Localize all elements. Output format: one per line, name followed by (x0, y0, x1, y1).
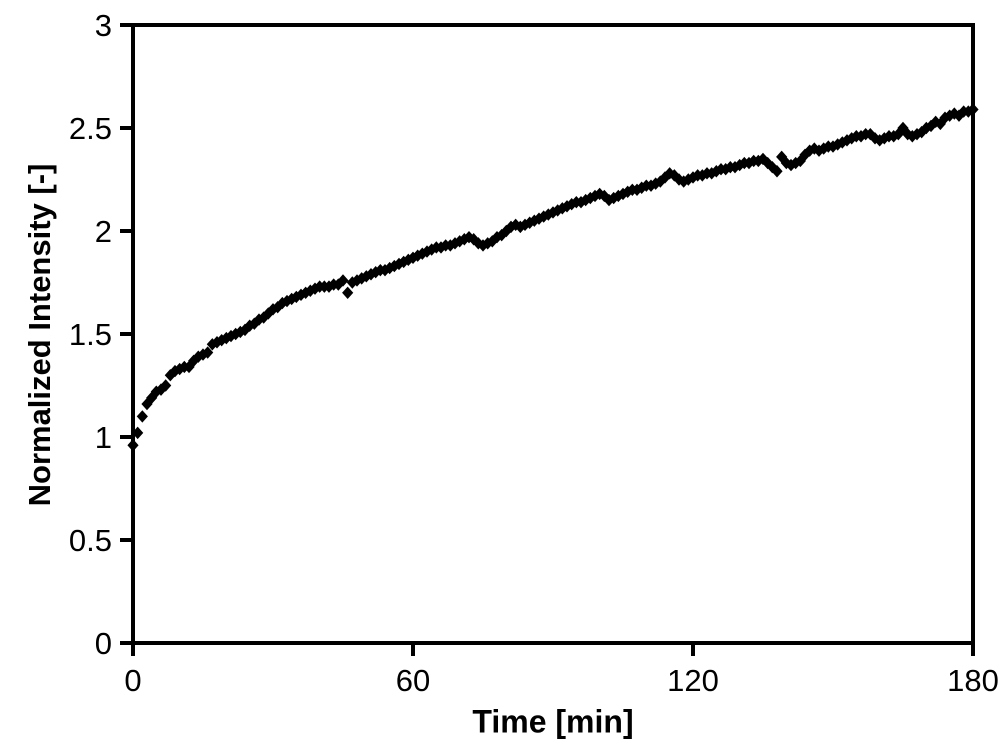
data-point (132, 426, 144, 440)
data-point (258, 311, 270, 324)
data-point (612, 189, 624, 203)
data-point (836, 136, 848, 149)
data-point (752, 154, 764, 168)
data-point (482, 237, 494, 250)
y-tick-label: 3 (95, 8, 112, 43)
x-tick-label: 0 (124, 663, 141, 698)
data-point (202, 346, 214, 359)
data-point (967, 103, 979, 116)
y-tick-label: 0 (95, 626, 112, 661)
data-point (766, 160, 778, 174)
data-point (710, 165, 722, 178)
data-point (682, 173, 694, 186)
data-point (776, 150, 788, 164)
data-point (337, 274, 349, 287)
data-point (687, 171, 699, 184)
data-point (780, 156, 792, 170)
x-axis-title: Time [min] (472, 703, 634, 740)
data-point (160, 379, 172, 392)
data-point (500, 224, 512, 238)
data-point (514, 220, 526, 234)
data-point (468, 233, 480, 246)
data-point (654, 175, 666, 188)
data-point (920, 121, 932, 135)
data-point (398, 255, 410, 269)
data-point (286, 292, 298, 306)
data-point (813, 144, 825, 157)
data-point (556, 202, 568, 215)
data-point (799, 148, 811, 161)
data-point (402, 253, 414, 267)
data-point (127, 439, 139, 452)
data-point (878, 132, 890, 145)
data-point (897, 121, 909, 135)
data-point (804, 144, 816, 157)
y-tick-label: 2 (95, 214, 112, 249)
data-point (412, 249, 424, 262)
data-point (370, 266, 382, 279)
data-point (272, 301, 284, 314)
y-tick-label: 0.5 (69, 523, 112, 558)
plot-border (131, 23, 975, 645)
data-point (925, 119, 937, 133)
data-point (659, 171, 671, 184)
data-point (566, 198, 578, 211)
data-point (356, 272, 368, 285)
data-point (248, 317, 260, 330)
data-point (496, 228, 508, 242)
data-point (962, 105, 974, 118)
data-point (771, 165, 783, 178)
x-tick-label: 120 (667, 663, 719, 698)
data-point (416, 247, 428, 260)
data-point (561, 200, 573, 213)
data-point (454, 235, 466, 248)
data-point (384, 261, 396, 275)
data-point (930, 115, 942, 129)
x-tick-label: 60 (396, 663, 430, 698)
data-point (948, 107, 960, 120)
data-point (934, 117, 946, 131)
y-tick-label: 1.5 (69, 317, 112, 352)
data-point (673, 173, 685, 186)
data-point (584, 191, 596, 205)
data-point (696, 169, 708, 182)
data-point (300, 286, 312, 299)
data-point (892, 127, 904, 141)
data-point (598, 189, 610, 203)
y-tick-label: 1 (95, 420, 112, 455)
data-point (864, 127, 876, 141)
x-tick-label: 180 (947, 663, 999, 698)
data-point (668, 169, 680, 182)
data-point (575, 195, 587, 209)
data-point (136, 410, 148, 423)
data-point (678, 175, 690, 188)
data-point (528, 214, 540, 227)
y-axis-title: Normalized Intensity [-] (22, 163, 57, 507)
data-point (542, 208, 554, 221)
data-point (426, 243, 438, 256)
y-tick-label: 2.5 (69, 111, 112, 146)
data-point (794, 154, 806, 168)
data-point (906, 130, 918, 143)
data-point (342, 286, 354, 299)
data-point (808, 142, 820, 155)
